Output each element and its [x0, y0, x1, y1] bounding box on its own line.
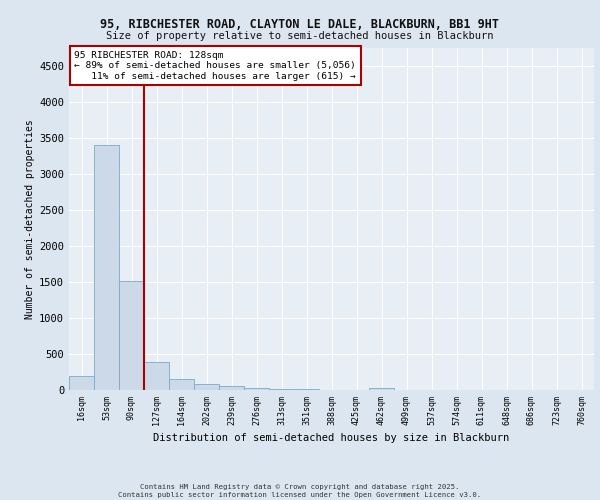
Bar — [370, 388, 394, 390]
Bar — [94, 145, 119, 390]
Text: 95 RIBCHESTER ROAD: 128sqm
← 89% of semi-detached houses are smaller (5,056)
   : 95 RIBCHESTER ROAD: 128sqm ← 89% of semi… — [74, 51, 356, 80]
Text: 95, RIBCHESTER ROAD, CLAYTON LE DALE, BLACKBURN, BB1 9HT: 95, RIBCHESTER ROAD, CLAYTON LE DALE, BL… — [101, 18, 499, 30]
Bar — [220, 386, 244, 390]
Y-axis label: Number of semi-detached properties: Number of semi-detached properties — [25, 119, 35, 318]
Bar — [194, 384, 218, 390]
Bar — [119, 281, 143, 390]
Bar — [244, 388, 269, 390]
Bar — [169, 379, 194, 390]
Text: Size of property relative to semi-detached houses in Blackburn: Size of property relative to semi-detach… — [106, 31, 494, 41]
X-axis label: Distribution of semi-detached houses by size in Blackburn: Distribution of semi-detached houses by … — [154, 433, 509, 443]
Bar — [145, 362, 169, 390]
Text: Contains HM Land Registry data © Crown copyright and database right 2025.
Contai: Contains HM Land Registry data © Crown c… — [118, 484, 482, 498]
Bar — [70, 376, 94, 390]
Bar — [269, 388, 293, 390]
